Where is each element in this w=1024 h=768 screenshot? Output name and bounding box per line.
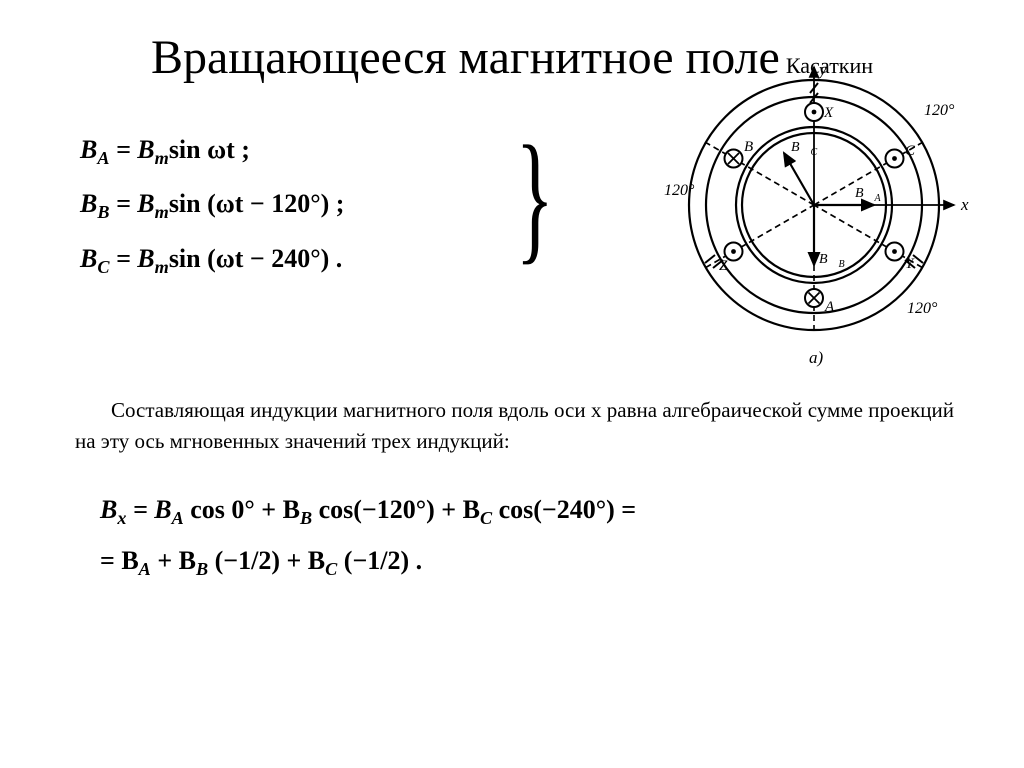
motor-diagram: x y 120° 120° [659,65,969,380]
angle-label-3: 120° [907,300,938,317]
svg-text:X: X [823,105,834,121]
paragraph-text: Составляющая индукции магнитного поля вд… [75,398,954,452]
svg-text:A: A [824,299,835,315]
brace-icon: } [516,125,554,270]
axis-x-label: x [960,195,969,214]
vector-ba-label: B⃗A [855,186,881,204]
diagram-svg: x y 120° 120° [659,65,969,375]
svg-text:C: C [905,143,916,159]
slot-z: Z [719,243,743,275]
paragraph: Составляющая индукции магнитного поля вд… [75,395,954,456]
content-area: BA = Bmsin ωt ; BB = Bmsin (ωt − 120°) ;… [0,85,1024,645]
svg-text:Y: Y [905,256,915,272]
equations-block: BA = Bmsin ωt ; BB = Bmsin (ωt − 120°) ;… [80,115,510,298]
slot-c: C [886,143,917,168]
slot-a: A [805,289,835,315]
equation-bc: BC = Bmsin (ωt − 240°) . [80,244,510,278]
axis-y-label: y [817,65,827,79]
slot-y: Y [886,243,916,273]
bottom-eq-line2: = BA + BB (−1/2) + BC (−1/2) . [100,536,636,587]
angle-label-1: 120° [924,102,955,119]
figure-label: a) [809,348,824,367]
bottom-equation: Bx = BA cos 0° + BB cos(−120°) + BC cos(… [100,485,636,587]
svg-text:Z: Z [719,258,728,274]
bottom-eq-line1: Bx = BA cos 0° + BB cos(−120°) + BC cos(… [100,485,636,536]
equation-ba: BA = Bmsin ωt ; [80,135,510,169]
slot-x: X [805,103,834,121]
svg-text:B: B [744,139,753,155]
vector-bb-label: B⃗B [819,252,845,270]
slide: Вращающееся магнитное полеКасаткин BA = … [0,0,1024,768]
angle-label-2: 120° [664,182,695,199]
equation-bb: BB = Bmsin (ωt − 120°) ; [80,189,510,223]
